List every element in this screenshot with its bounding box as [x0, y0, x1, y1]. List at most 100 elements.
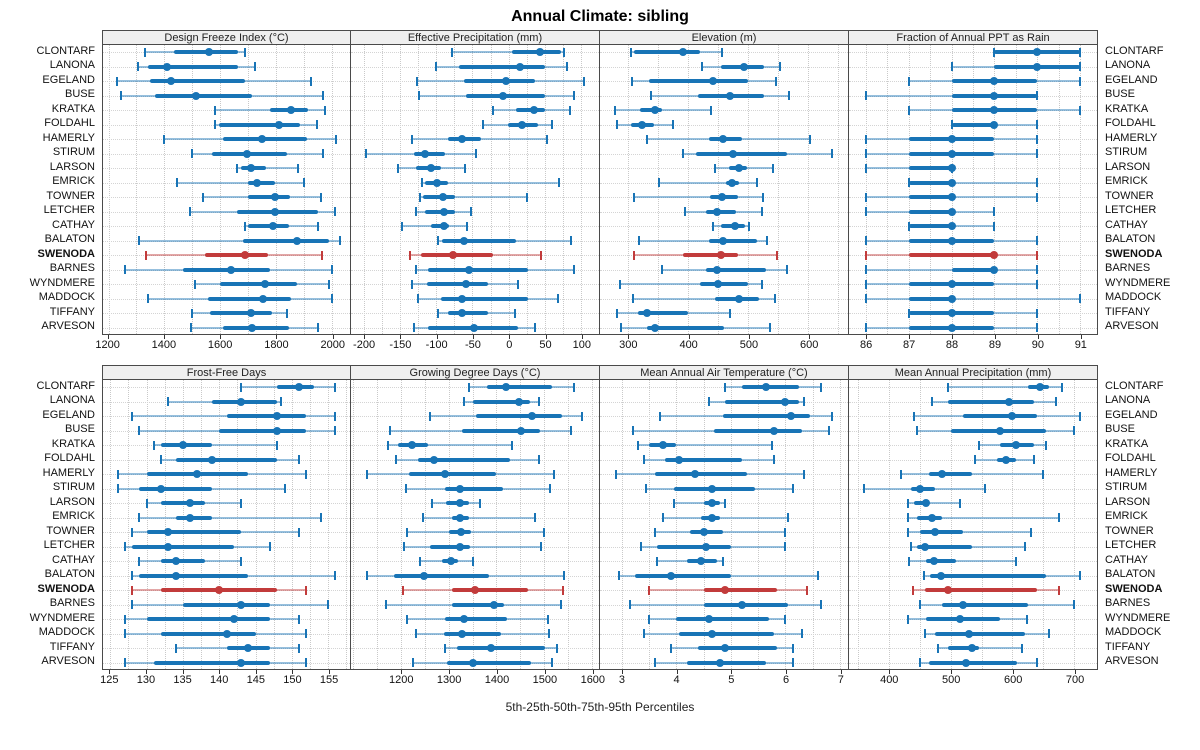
whisker-5-95 — [615, 109, 712, 112]
whisker-cap — [747, 221, 750, 231]
station-label: EMRICK — [1105, 175, 1148, 188]
whisker-cap — [1073, 600, 1076, 610]
median-dot — [936, 571, 945, 580]
row-gridline — [103, 240, 350, 242]
whisker-5-95 — [947, 386, 1062, 389]
iqr-bar-25-75 — [430, 224, 449, 229]
axis-tick-mark — [449, 670, 451, 674]
axis-tick-label: 150 — [283, 674, 302, 686]
panel-header: Growing Degree Days (°C) — [351, 365, 600, 380]
iqr-bar-25-75 — [447, 660, 532, 665]
median-dot — [186, 513, 195, 522]
median-dot — [962, 658, 971, 667]
panel-mean-annual-precipitation-mm: Mean Annual Precipitation (mm) 400 500 600 7… — [849, 365, 1098, 696]
iqr-bar-25-75 — [634, 50, 700, 55]
vertical-gridline — [994, 45, 996, 334]
whisker-cap — [792, 643, 795, 653]
row-gridline — [600, 110, 848, 112]
row-gridline — [600, 401, 848, 403]
median-dot — [468, 658, 477, 667]
whisker-cap — [865, 250, 868, 260]
vertical-gridline — [562, 45, 564, 334]
whisker-cap — [573, 91, 576, 101]
whisker-cap — [116, 469, 119, 479]
whisker-cap — [123, 542, 126, 552]
whisker-cap — [669, 643, 672, 653]
whisker-cap — [465, 221, 468, 231]
vertical-gridline — [201, 380, 203, 669]
axis-tick-mark — [276, 335, 278, 339]
iqr-bar-25-75 — [175, 457, 278, 462]
row-gridline — [849, 298, 1097, 300]
whisker-5-95 — [619, 283, 763, 286]
axis-tick-mark — [220, 335, 222, 339]
row-gridline — [103, 182, 350, 184]
axis-tick-mark — [255, 670, 257, 674]
whisker-5-95 — [907, 531, 1031, 534]
median-dot — [947, 309, 956, 318]
whisker-cap — [145, 498, 148, 508]
row-gridline — [849, 197, 1097, 199]
axis-tick-label: 400 — [880, 674, 899, 686]
axis-tick-label: 400 — [679, 339, 698, 351]
station-label: STIRUM — [1105, 481, 1148, 494]
row-gridline — [849, 182, 1097, 184]
row-gridline — [849, 503, 1097, 505]
median-dot — [464, 265, 473, 274]
vertical-gridline — [219, 380, 221, 669]
iqr-bar-25-75 — [963, 414, 1038, 419]
whisker-cap — [1078, 294, 1081, 304]
median-dot — [1005, 397, 1014, 406]
whisker-cap — [525, 192, 528, 202]
median-dot — [702, 542, 711, 551]
station-label: LETCHER — [43, 539, 95, 552]
station-label: EGELAND — [1105, 408, 1158, 421]
vertical-gridline — [889, 380, 891, 669]
whisker-cap — [472, 556, 475, 566]
whisker-cap — [865, 134, 868, 144]
whisker-cap — [330, 294, 333, 304]
iqr-bar-25-75 — [917, 544, 973, 549]
median-dot — [456, 528, 465, 537]
station-label: EMRICK — [1105, 510, 1148, 523]
vertical-gridline — [544, 45, 546, 334]
vertical-gridline — [424, 380, 426, 669]
whisker-cap — [464, 163, 467, 173]
median-dot — [458, 309, 467, 318]
median-dot — [258, 135, 267, 144]
station-label: LANONA — [49, 394, 95, 407]
row-gridline — [849, 561, 1097, 563]
whisker-cap — [548, 629, 551, 639]
whisker-cap — [240, 382, 243, 392]
axis-tick-mark — [786, 670, 788, 674]
iqr-bar-25-75 — [150, 79, 246, 84]
whisker-cap — [771, 163, 774, 173]
station-label: TOWNER — [46, 524, 95, 537]
iqr-bar-25-75 — [218, 122, 300, 127]
whisker-cap — [573, 265, 576, 275]
median-dot — [730, 222, 739, 231]
row-gridline — [849, 211, 1097, 213]
whisker-5-95 — [139, 239, 341, 242]
whisker-cap — [411, 134, 414, 144]
iqr-bar-25-75 — [951, 267, 995, 272]
median-dot — [937, 470, 946, 479]
whisker-cap — [415, 76, 418, 86]
median-dot — [438, 193, 447, 202]
whisker-cap — [631, 426, 634, 436]
whisker-cap — [650, 91, 653, 101]
whisker-5-95 — [908, 560, 1016, 563]
whisker-cap — [983, 484, 986, 494]
whisker-cap — [334, 571, 337, 581]
iqr-bar-25-75 — [182, 267, 271, 272]
whisker-cap — [977, 440, 980, 450]
median-dot — [717, 251, 726, 260]
median-dot — [237, 397, 246, 406]
station-label: FOLDAHL — [1105, 117, 1156, 130]
vertical-gridline — [128, 380, 130, 669]
vertical-gridline — [448, 380, 450, 669]
whisker-cap — [517, 279, 520, 289]
row-gridline — [351, 197, 599, 199]
whisker-cap — [931, 397, 934, 407]
whisker-cap — [656, 556, 659, 566]
